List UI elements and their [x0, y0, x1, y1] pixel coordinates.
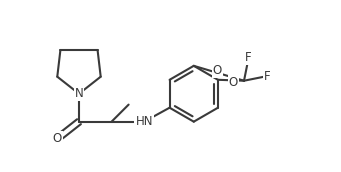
Text: O: O: [53, 132, 62, 145]
Text: HN: HN: [135, 115, 153, 128]
Text: O: O: [213, 64, 222, 77]
Text: O: O: [229, 76, 238, 89]
Text: N: N: [75, 87, 83, 100]
Text: F: F: [264, 69, 271, 83]
Text: F: F: [246, 51, 252, 64]
